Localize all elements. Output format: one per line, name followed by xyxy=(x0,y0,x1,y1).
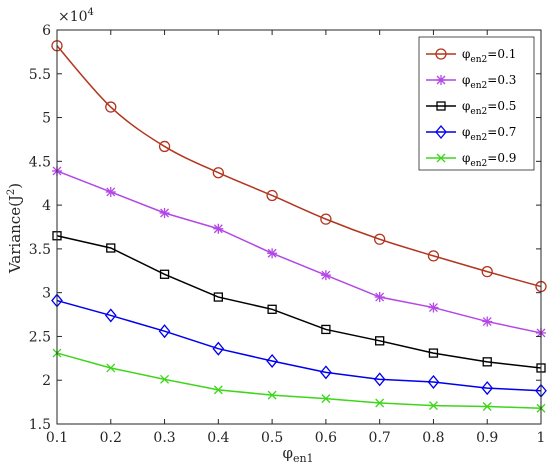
legend-label: φen2=0.1 xyxy=(462,47,516,65)
data-point xyxy=(481,266,493,278)
series-1 xyxy=(52,165,546,338)
data-point xyxy=(267,390,277,400)
y-tick-label: 5.5 xyxy=(29,67,51,83)
data-point xyxy=(212,341,225,356)
legend-label: φen2=0.9 xyxy=(462,151,516,169)
data-point xyxy=(320,213,332,225)
data-point xyxy=(159,207,170,218)
data-point xyxy=(482,402,492,411)
data-point xyxy=(266,353,278,368)
data-point xyxy=(266,189,278,202)
data-point xyxy=(105,186,116,197)
legend-label: φen2=0.7 xyxy=(462,125,516,143)
legend-entry: φen2=0.7 xyxy=(426,124,516,143)
data-point xyxy=(158,324,171,339)
data-point xyxy=(106,243,116,253)
plot-frame xyxy=(56,29,542,425)
legend-marker xyxy=(436,75,446,85)
x-tick-label: 1 xyxy=(537,430,546,446)
legend-marker xyxy=(435,124,447,140)
y-tick-label: 5 xyxy=(42,111,51,127)
data-point xyxy=(321,394,331,404)
y-tick-label: 1.5 xyxy=(29,417,51,433)
y-tick-label: 6 xyxy=(42,23,51,39)
x-tick-label: 0.4 xyxy=(207,430,229,446)
data-point xyxy=(213,292,223,302)
data-point xyxy=(213,223,224,234)
x-tick-label: 0.3 xyxy=(153,430,175,446)
data-point xyxy=(374,292,385,303)
x-tick-label: 0.5 xyxy=(261,430,283,446)
data-point xyxy=(428,302,439,313)
data-point xyxy=(375,336,385,346)
x-tick-label: 0.2 xyxy=(100,430,122,446)
data-point xyxy=(482,316,493,327)
x-tick-label: 0.1 xyxy=(46,430,68,446)
y-tick-label: 2 xyxy=(42,373,51,389)
data-point xyxy=(321,324,331,335)
legend-label: φen2=0.5 xyxy=(462,99,516,117)
series-line xyxy=(56,352,542,409)
series-layer xyxy=(51,40,547,413)
data-point xyxy=(104,308,117,323)
data-point xyxy=(159,269,170,279)
y-axis-label: Variance(J2) xyxy=(6,183,24,274)
series-line xyxy=(56,299,542,392)
data-point xyxy=(427,250,440,262)
data-point xyxy=(427,374,440,389)
x-axis-label: φen1 xyxy=(282,444,313,465)
legend-marker xyxy=(436,101,446,111)
data-point xyxy=(267,304,277,314)
x-tick-label: 0.7 xyxy=(369,430,391,446)
y-tick-label: 3.5 xyxy=(29,242,51,258)
data-point xyxy=(160,374,170,384)
legend: φen2=0.1 φen2=0.3 φen2=0.5 φen2=0.7 φen2=0.9 xyxy=(418,36,535,171)
data-point xyxy=(428,348,439,358)
data-point xyxy=(373,372,386,387)
data-point xyxy=(158,140,171,153)
data-point xyxy=(320,270,331,281)
legend-marker xyxy=(436,153,446,163)
data-point xyxy=(213,385,223,395)
data-point xyxy=(482,357,492,367)
data-point xyxy=(106,363,116,373)
legend-box xyxy=(418,36,535,171)
series-line xyxy=(56,45,542,288)
legend-label: φen2=0.3 xyxy=(462,73,516,91)
legend-marker xyxy=(435,48,447,60)
data-point xyxy=(481,381,494,396)
data-point xyxy=(375,398,385,408)
legend-entry: φen2=0.9 xyxy=(426,151,516,169)
data-point xyxy=(374,233,386,245)
legend-entry: φen2=0.5 xyxy=(426,99,516,117)
series-line xyxy=(56,170,542,334)
y-tick-label: 4.5 xyxy=(29,154,51,170)
legend-entry: φen2=0.1 xyxy=(426,47,516,65)
x-tick-label: 0.9 xyxy=(476,430,498,446)
y-tick-label: 4 xyxy=(42,198,51,214)
y-tick-label: 3 xyxy=(42,286,51,302)
legend-entry: φen2=0.3 xyxy=(426,73,516,91)
data-point xyxy=(267,248,278,259)
x-tick-label: 0.6 xyxy=(315,430,337,446)
y-tick-label: 2.5 xyxy=(29,329,51,345)
data-point xyxy=(320,365,332,380)
data-point xyxy=(105,101,117,113)
y-exponent-label: ×104 xyxy=(58,7,94,25)
data-point xyxy=(428,401,438,411)
data-point xyxy=(212,167,224,179)
x-tick-label: 0.8 xyxy=(422,430,444,446)
series-line xyxy=(56,235,542,369)
ticks-layer: 0.1 0.2 0.3 0.4 0.5 0.6 0.7 0.8 0.9 1 1.5 2 2.5 3 3.5 4… xyxy=(29,23,546,446)
